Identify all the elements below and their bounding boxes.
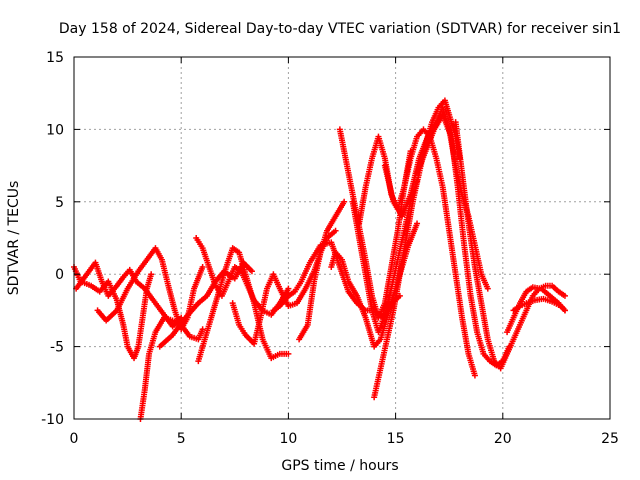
y-tick-label: 0 — [55, 267, 64, 283]
x-axis-ticks: 0 5 10 15 20 25 — [70, 57, 619, 447]
x-tick-label: 10 — [279, 431, 297, 447]
x-tick-label: 20 — [494, 431, 512, 447]
series-arc-10 — [296, 198, 348, 343]
data-point — [199, 326, 206, 333]
y-tick-label: -5 — [50, 340, 64, 356]
data-point — [484, 285, 491, 292]
data-point — [471, 372, 478, 379]
x-tick-label: 5 — [177, 431, 186, 447]
data-point — [285, 285, 292, 292]
series-arc-15 — [356, 126, 478, 379]
series-arc-19 — [504, 284, 568, 336]
x-tick-label: 15 — [387, 431, 405, 447]
data-point — [332, 227, 339, 234]
chart-title: Day 158 of 2024, Sidereal Day-to-day VTE… — [59, 21, 621, 37]
series-arc-18 — [452, 119, 568, 372]
series-arc-17 — [414, 111, 513, 369]
data-point — [248, 268, 255, 275]
y-tick-label: 10 — [46, 122, 64, 138]
data-point — [148, 271, 155, 278]
series-arc-20 — [510, 295, 568, 314]
data-point — [341, 198, 348, 205]
data-point — [414, 220, 421, 227]
y-axis-ticks: -10 -5 0 5 10 15 — [41, 50, 610, 428]
y-tick-label: 5 — [55, 195, 64, 211]
data-point — [561, 307, 568, 314]
plot-border — [73, 56, 611, 420]
x-axis-label: GPS time / hours — [281, 458, 398, 474]
data-series — [71, 97, 568, 422]
plot-frame — [73, 56, 611, 420]
data-point — [285, 350, 292, 357]
x-tick-label: 25 — [601, 431, 619, 447]
x-tick-label: 0 — [70, 431, 79, 447]
y-tick-label: -10 — [41, 412, 64, 428]
data-point — [561, 292, 568, 299]
y-tick-label: 15 — [46, 50, 64, 66]
grid — [74, 57, 610, 419]
data-point — [199, 263, 206, 270]
y-axis-label: SDTVAR / TECUs — [6, 181, 22, 296]
series-arc-4 — [137, 314, 206, 422]
